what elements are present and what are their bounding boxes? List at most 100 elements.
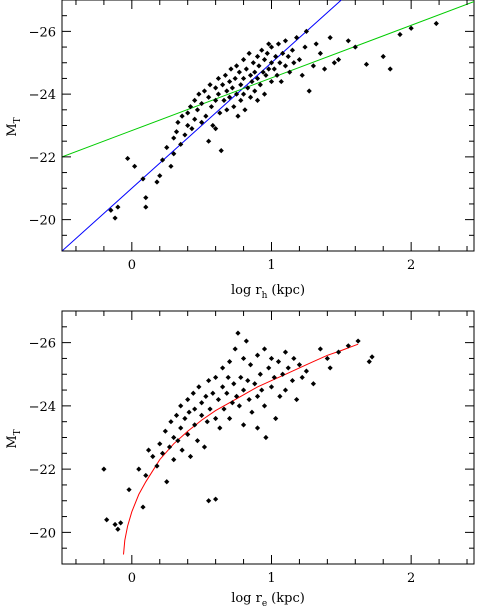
data-point [175,438,181,444]
data-point [206,138,212,144]
data-point [327,365,333,371]
data-point [168,419,174,425]
data-point [231,381,237,387]
data-point [145,447,152,453]
data-point [257,371,263,377]
data-point [345,38,351,44]
data-point [363,61,370,67]
data-point [194,107,201,113]
y-tick-label: −26 [29,337,56,352]
data-point [224,390,230,396]
data-point [260,69,266,75]
data-point [254,425,261,431]
data-point [240,355,247,362]
data-point [221,406,227,412]
data-point [104,517,110,523]
data-point [171,434,177,441]
data-point [268,44,275,50]
data-point [196,384,202,390]
data-point [204,419,210,425]
data-point [408,25,414,31]
data-point [268,384,275,390]
data-point [397,31,403,38]
data-point [213,374,219,381]
data-point [213,97,219,103]
data-point [387,66,393,72]
data-point [228,66,234,72]
data-point [210,390,216,396]
data-point [238,374,244,381]
data-point [213,85,219,91]
y-tick-label: −22 [29,463,56,478]
data-point [335,349,342,355]
data-point [187,104,194,110]
data-point [215,396,222,403]
data-point [115,526,121,532]
x-tick-label: 0 [128,258,136,273]
data-point [335,57,342,63]
data-point [206,498,212,504]
y-tick-label: −24 [29,88,56,103]
data-point [254,53,261,60]
data-point [143,195,149,201]
data-point [242,107,248,113]
data-point [203,393,209,399]
data-point [273,53,279,60]
data-point [108,207,114,213]
data-point [112,521,118,528]
chart-bottom: 0 1 2 −20 −22 −24 −26 log re (kpc) MT [5,310,475,608]
data-point [246,50,252,56]
data-point [185,431,191,437]
data-point [306,88,312,94]
data-point [164,479,170,485]
data-point [369,354,375,360]
data-point [220,365,226,371]
chart-top: 0 1 2 −20 −22 −24 −26 log rh (kpc) MT [5,0,475,301]
data-point [275,41,282,47]
data-point [154,179,160,185]
data-point [254,393,261,399]
data-point [261,91,268,97]
x-axis-label: log re (kpc) [231,591,305,608]
data-point [261,346,268,352]
data-point [226,78,233,85]
data-point [254,352,261,358]
data-point [285,365,291,371]
plot-frame [61,0,475,252]
data-point [175,119,181,125]
data-point [296,362,303,368]
data-point [173,129,180,135]
data-point [317,50,323,56]
x-tick-label: 2 [407,258,415,273]
data-point [154,463,160,469]
y-tick-label: −22 [29,151,56,166]
data-point [233,393,240,399]
data-point [173,412,180,418]
data-point [277,60,283,66]
data-point [221,97,227,103]
data-point [233,91,240,97]
data-point [157,441,163,447]
data-point [355,338,361,344]
data-point [206,94,212,100]
data-point [268,355,275,362]
data-point [213,496,219,502]
data-point [278,78,284,85]
data-point [203,113,209,119]
data-point [247,362,254,368]
data-point [310,381,316,387]
data-point [187,453,194,460]
data-point [182,415,188,422]
data-point [157,173,163,179]
data-point [324,355,330,362]
data-point [207,82,213,88]
data-point [261,57,268,63]
data-point [233,63,240,69]
data-point [232,346,238,352]
data-point [215,91,222,97]
data-point [213,415,219,422]
data-point [217,425,223,431]
x-tick-label: 1 [267,571,275,586]
data-point [207,406,213,412]
data-point [118,520,124,526]
